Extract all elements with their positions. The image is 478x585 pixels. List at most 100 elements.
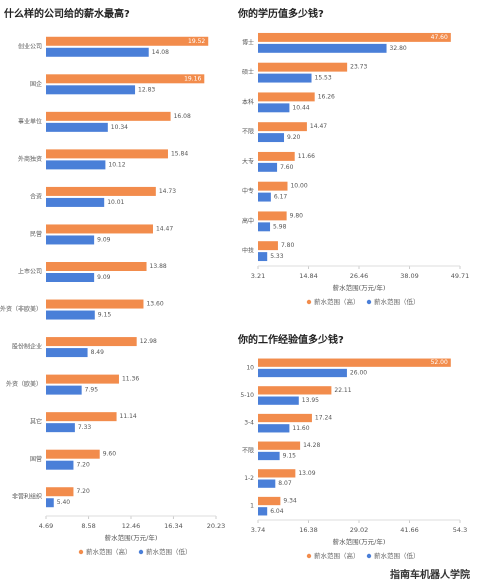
bar [258, 368, 347, 378]
x-tick-label: 26.46 [350, 272, 369, 280]
legend-swatch [138, 549, 144, 555]
bar [46, 122, 108, 132]
value-label: 7.60 [280, 164, 294, 171]
bar [258, 32, 451, 42]
value-label: 11.36 [122, 376, 139, 383]
bar [258, 92, 315, 102]
x-tick-label: 29.02 [350, 526, 369, 534]
value-label: 8.07 [278, 480, 292, 487]
value-label: 9.34 [283, 498, 297, 505]
bar [258, 413, 312, 423]
bar [46, 262, 147, 271]
bar [258, 211, 287, 221]
value-label: 32.80 [390, 45, 407, 52]
legend-label: 薪水范围（低） [146, 547, 192, 556]
value-label: 7.80 [281, 242, 295, 249]
value-label: 10.12 [108, 161, 125, 168]
value-label: 12.98 [140, 338, 157, 345]
bar [46, 299, 144, 309]
x-axis-label: 薪水范围(万元/年) [333, 283, 386, 292]
value-label: 9.09 [97, 236, 111, 243]
value-label: 16.26 [318, 93, 335, 100]
value-label: 19.52 [188, 38, 205, 45]
bar [46, 348, 88, 358]
category-label: 5-10 [240, 392, 254, 399]
category-label: 外资（非欧美） [0, 305, 42, 313]
bar [258, 122, 307, 132]
bar [46, 36, 209, 46]
value-label: 13.09 [298, 470, 315, 477]
category-label: 博士 [242, 38, 254, 46]
category-label: 不限 [242, 128, 254, 136]
value-label: 11.14 [120, 413, 137, 420]
category-label: 10 [246, 364, 254, 371]
value-label: 7.95 [85, 387, 99, 394]
bar [258, 241, 278, 251]
bar [258, 133, 285, 143]
bar [46, 412, 117, 422]
x-tick-label: 8.58 [81, 522, 95, 530]
bar [46, 85, 136, 95]
value-label: 13.88 [150, 263, 167, 270]
bar [258, 469, 296, 478]
value-label: 10.34 [111, 124, 128, 131]
category-label: 上市公司 [18, 268, 42, 276]
bar [258, 222, 271, 232]
bar [258, 73, 312, 83]
category-label: 1 [250, 503, 254, 510]
value-label: 11.60 [292, 425, 309, 432]
category-label: 1-2 [244, 475, 254, 482]
bar [258, 396, 299, 405]
bar [258, 252, 268, 262]
category-label: 外商独资 [18, 155, 42, 163]
bar [258, 386, 332, 395]
value-label: 19.16 [184, 75, 201, 82]
bar [46, 385, 82, 395]
x-tick-label: 16.34 [164, 522, 183, 530]
bar [46, 149, 168, 159]
value-label: 9.09 [97, 274, 111, 281]
bar [46, 374, 119, 384]
watermark: 指南车机器人学院 [390, 568, 470, 581]
value-label: 23.73 [350, 64, 367, 71]
legend-swatch [306, 299, 312, 305]
bar [258, 479, 276, 488]
category-label: 中技 [242, 247, 254, 255]
category-label: 合资 [30, 192, 42, 200]
bar [258, 507, 268, 516]
x-tick-label: 14.84 [299, 272, 318, 280]
legend-swatch [306, 553, 312, 559]
chart-title: 你的工作经验值多少钱? [237, 333, 344, 346]
category-label: 国营 [30, 455, 42, 463]
category-label: 非营利组织 [12, 493, 42, 501]
bar [46, 160, 106, 170]
value-label: 22.11 [334, 387, 351, 394]
legend-swatch [366, 553, 372, 559]
bar [46, 224, 153, 234]
x-tick-label: 20.23 [207, 522, 226, 530]
x-axis-label: 薪水范围(万元/年) [333, 537, 386, 546]
value-label: 5.33 [270, 253, 284, 260]
value-label: 13.95 [302, 397, 319, 404]
value-label: 15.84 [171, 150, 188, 157]
value-label: 14.73 [159, 188, 176, 195]
bar [258, 181, 288, 191]
chart-title: 什么样的公司给的薪水最高? [4, 7, 130, 20]
value-label: 9.20 [287, 134, 301, 141]
bar [258, 62, 348, 72]
x-tick-label: 12.46 [122, 522, 141, 530]
category-label: 其它 [30, 418, 42, 426]
category-label: 事业单位 [18, 117, 42, 125]
legend-swatch [78, 549, 84, 555]
value-label: 6.17 [274, 194, 288, 201]
value-label: 14.47 [310, 123, 327, 130]
category-label: 民营 [30, 230, 42, 238]
value-label: 5.40 [57, 499, 71, 506]
legend-label: 薪水范围（低） [374, 551, 420, 560]
category-label: 大专 [242, 157, 254, 165]
value-label: 7.20 [76, 462, 90, 469]
x-tick-label: 16.38 [299, 526, 318, 534]
x-tick-label: 41.66 [400, 526, 419, 534]
